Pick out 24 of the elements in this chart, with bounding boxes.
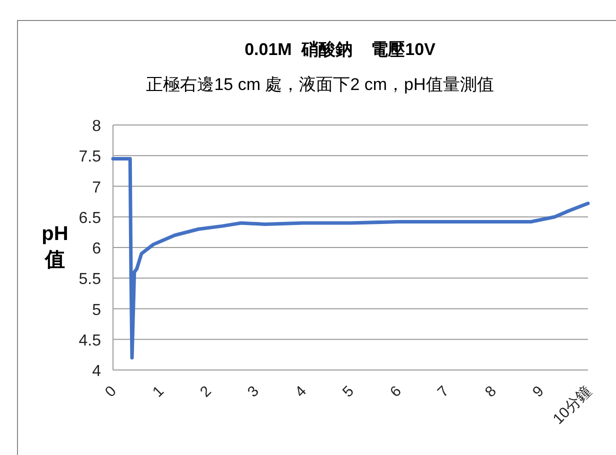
x-tick-label: 8 bbox=[482, 382, 500, 401]
x-tick-label: 3 bbox=[244, 382, 262, 401]
y-tick-label: 6.5 bbox=[78, 210, 102, 227]
x-tick-label: 1 bbox=[149, 382, 168, 401]
y-tick-label: 4.5 bbox=[78, 332, 102, 350]
line-series bbox=[111, 156, 590, 360]
x-tick-label: 0 bbox=[102, 382, 120, 401]
x-tick-label: 7 bbox=[434, 382, 452, 401]
y-tick-label: 7.5 bbox=[78, 148, 102, 166]
y-tick-label: 6 bbox=[92, 240, 102, 258]
chart-title: 0.01M 硝酸鈉 電壓10V bbox=[244, 40, 436, 59]
y-tick-label: 5.5 bbox=[78, 271, 102, 288]
x-tick-label: 2 bbox=[196, 382, 215, 401]
y-tick-label: 8 bbox=[92, 118, 102, 135]
y-tick-label: 5 bbox=[92, 302, 102, 319]
x-tick-label: 6 bbox=[386, 382, 405, 401]
y-tick-label: 4 bbox=[92, 363, 102, 380]
y-tick-label: 7 bbox=[92, 179, 102, 196]
x-tick-label: 4 bbox=[292, 382, 310, 401]
x-tick-label: 9 bbox=[529, 382, 548, 401]
y-axis-title: pH 值 bbox=[42, 223, 68, 271]
x-tick-label: 10分鐘 bbox=[550, 382, 595, 428]
x-tick-label: 5 bbox=[339, 382, 358, 401]
chart-subtitle: 正極右邊15 cm 處，液面下2 cm，pH值量測值 bbox=[146, 75, 494, 94]
